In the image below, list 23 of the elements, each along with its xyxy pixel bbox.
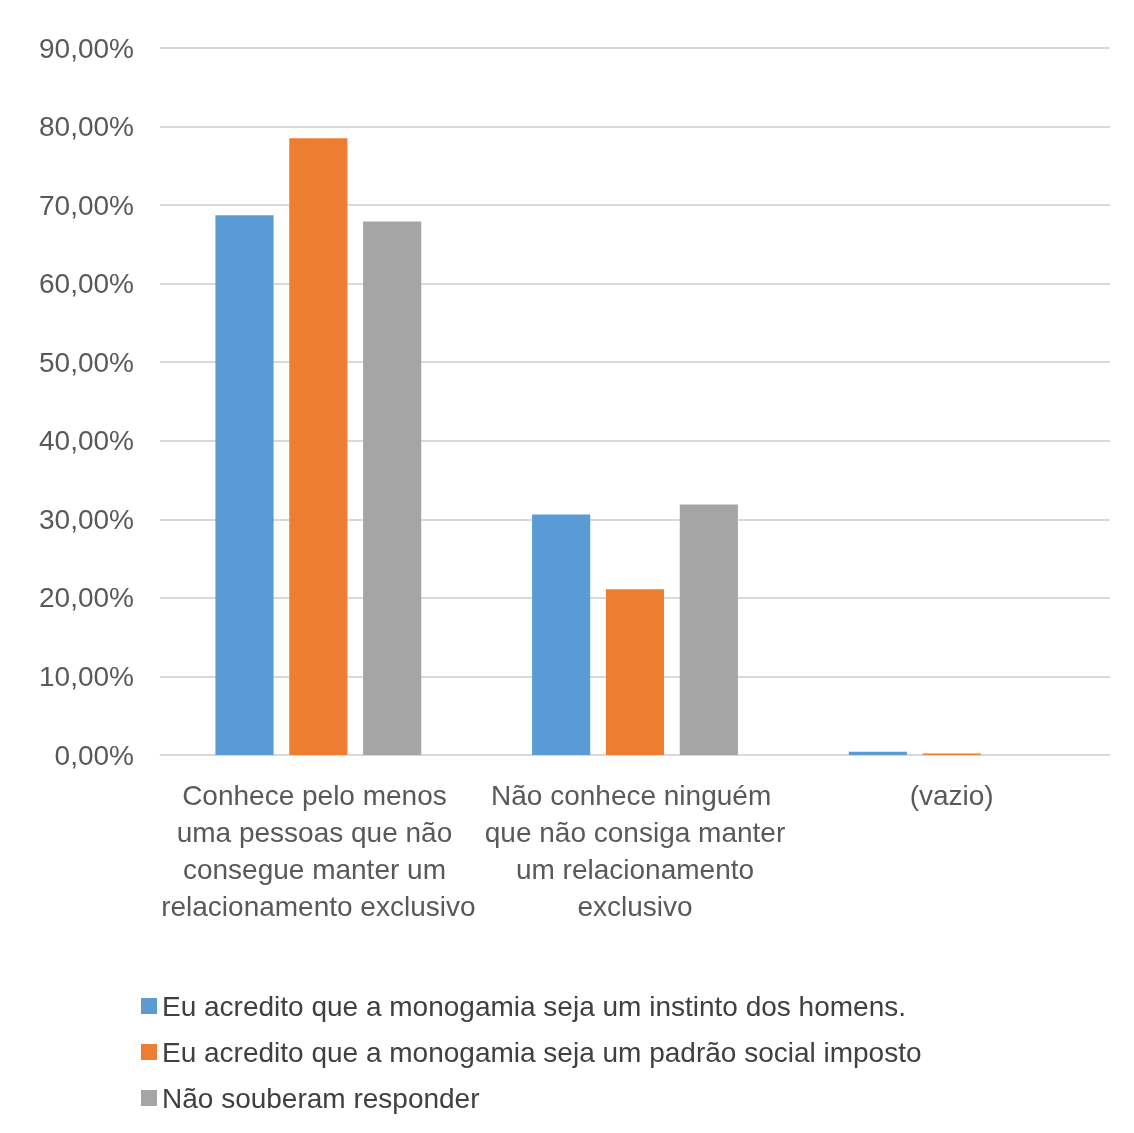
bar	[289, 138, 348, 755]
y-tick-label: 50,00%	[39, 346, 134, 378]
x-tick-label: (vazio)	[909, 780, 994, 811]
y-tick-label: 90,00%	[39, 32, 134, 64]
bar	[215, 215, 274, 755]
bar	[605, 589, 665, 755]
legend-label: Eu acredito que a monogamia seja um padrão social imposto	[162, 1036, 922, 1068]
y-tick-label: 10,00%	[39, 660, 134, 692]
bar	[532, 514, 591, 755]
x-tick-label: Não conhece ninguém que não consiga manter um relacionamento exclusivo	[484, 780, 786, 922]
y-tick-label: 30,00%	[39, 503, 134, 535]
y-tick-label: 60,00%	[39, 268, 134, 300]
bar	[848, 751, 907, 755]
y-tick-label: 40,00%	[39, 425, 134, 457]
bar	[363, 221, 422, 755]
y-tick-label: 0,00%	[54, 739, 134, 771]
y-tick-label: 20,00%	[39, 582, 134, 614]
y-tick-label: 80,00%	[39, 111, 134, 143]
legend-label: Não souberam responder	[162, 1082, 480, 1114]
bar	[679, 504, 738, 755]
y-tick-label: 70,00%	[39, 189, 134, 221]
x-tick-label: Conhece pelo menos uma pessoas que não consegue manter um relacionamento exclusivo	[161, 780, 476, 922]
legend-label: Eu acredito que a monogamia seja um instinto dos homens.	[162, 990, 906, 1022]
